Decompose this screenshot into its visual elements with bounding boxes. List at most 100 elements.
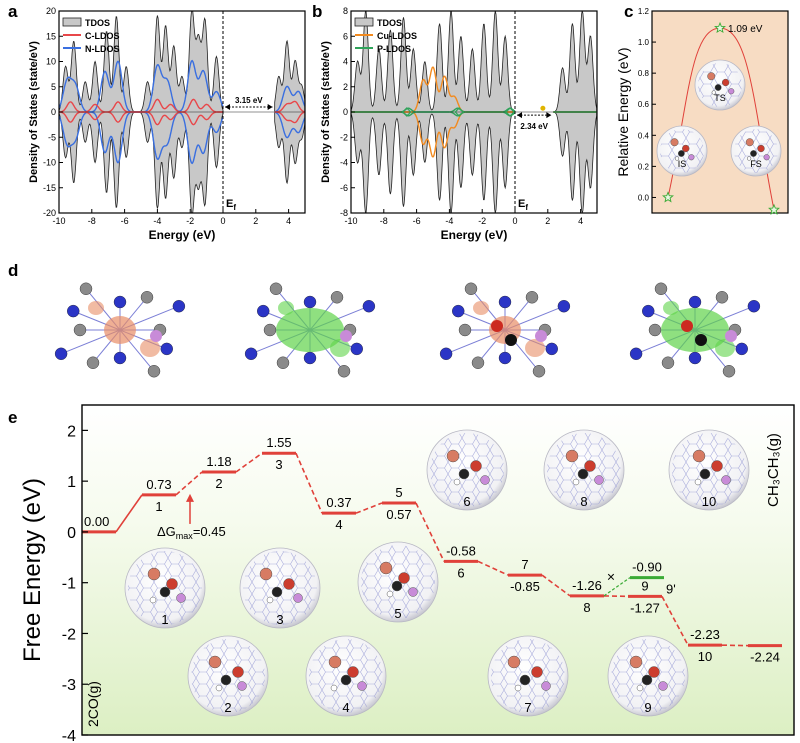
- atom: [350, 342, 363, 356]
- energy-value-4: 0.37: [326, 495, 351, 510]
- density-lobe: [104, 316, 136, 344]
- atom-3: [658, 681, 668, 691]
- state-star-FS: [768, 203, 780, 215]
- atom: [688, 295, 702, 309]
- panel-label-e: e: [8, 408, 17, 427]
- energy-value-9: -1.27: [630, 600, 660, 615]
- charge-density-panel-d: [54, 282, 761, 378]
- y-tick-label: 2: [67, 423, 76, 440]
- density-lobe: [278, 301, 294, 315]
- state-label-IS: IS: [678, 159, 687, 169]
- gap-label: 2.34 eV: [520, 122, 548, 131]
- fermi-level-label: Ef: [226, 198, 236, 212]
- atom-3: [541, 681, 551, 691]
- x-tick-label: 0: [220, 216, 225, 226]
- x-tick-label: -4: [153, 216, 161, 226]
- y-tick-label: -5: [48, 132, 56, 142]
- atom: [722, 365, 736, 378]
- atom-p: [725, 330, 737, 342]
- energy-connector-5: [415, 502, 445, 562]
- intermediate-structure-10: [668, 429, 750, 511]
- atom-2: [641, 674, 653, 686]
- atom: [654, 282, 668, 295]
- atom: [715, 291, 729, 304]
- atom: [688, 351, 702, 365]
- y-tick-label: 5: [51, 82, 56, 92]
- n-ldos-line-up-1: [274, 85, 305, 113]
- atom: [140, 291, 154, 304]
- atom-3: [728, 88, 735, 95]
- atom-3: [763, 154, 770, 161]
- y-tick-label: 1: [67, 474, 76, 491]
- end-label: CH₃CH₃(g): [765, 433, 782, 507]
- atom-3: [176, 593, 186, 603]
- density-lobe: [525, 339, 545, 357]
- p-ldos-marker-yellow: [540, 105, 546, 111]
- legend-swatch-tdos: [62, 17, 82, 27]
- atom: [337, 365, 351, 378]
- atom: [362, 300, 376, 313]
- atom: [172, 300, 186, 313]
- atom-2: [519, 674, 531, 686]
- atom: [661, 356, 675, 369]
- energy-value-1: 0.73: [146, 477, 171, 492]
- atom-0: [707, 72, 716, 81]
- x-tick-label: -10: [344, 216, 357, 226]
- x-axis-label: Energy (eV): [441, 228, 508, 242]
- y-tick-label: 0: [51, 107, 56, 117]
- atom: [113, 295, 127, 309]
- atom-4: [266, 596, 274, 604]
- x-tick-label: -4: [445, 216, 453, 226]
- energy-step-8: 8: [583, 600, 590, 615]
- atom-0: [692, 449, 706, 463]
- intermediate-label-1: 1: [161, 612, 168, 627]
- reaction-barrier-panel-c: 0.0 0.2 0.4 0.6 0.8 1.0 1.2 Relative Energy (eV…: [615, 7, 789, 215]
- energy-connector-2: [235, 452, 263, 473]
- y-tick-label: -1: [62, 576, 76, 593]
- x-tick-label: 4: [286, 216, 291, 226]
- energy-connector-4: [355, 502, 383, 514]
- y-tick-label: 0.2: [638, 162, 650, 171]
- panel-label-d: d: [8, 261, 18, 280]
- panel-label-a: a: [8, 2, 18, 21]
- atom-3: [357, 681, 367, 691]
- atom-0: [670, 138, 679, 147]
- state-structure-FS: [730, 125, 782, 177]
- plot-area: [351, 11, 597, 213]
- atom-1: [584, 460, 596, 472]
- atom-4: [694, 478, 702, 486]
- y-tick-label: -8: [340, 208, 348, 218]
- state-structure-TS: [694, 59, 746, 111]
- atom-2: [577, 468, 589, 480]
- y-tick-label: 8: [343, 6, 348, 16]
- density-lobe: [276, 308, 344, 352]
- atom-2: [750, 150, 757, 157]
- atom: [73, 323, 87, 337]
- density-lobe: [473, 301, 489, 315]
- panel-c-frame: [651, 10, 789, 214]
- c-ldos-line-down-1: [274, 111, 305, 124]
- charge-density-structure-3: [439, 282, 571, 378]
- y-tick-label: 10: [46, 57, 56, 67]
- atom-1: [398, 572, 410, 584]
- atom: [303, 295, 317, 309]
- intermediate-structure-1: [124, 547, 206, 629]
- x-tick-label: 2: [253, 216, 258, 226]
- atom: [303, 351, 317, 365]
- intermediate-label-9: 9: [644, 700, 651, 715]
- density-lobe: [715, 339, 735, 357]
- y-tick-label: -4: [62, 728, 76, 743]
- x-tick-label: 2: [545, 216, 550, 226]
- atom: [276, 356, 290, 369]
- atom-2: [714, 84, 722, 91]
- atom: [464, 282, 478, 295]
- atom-1: [531, 666, 543, 678]
- atom-2: [220, 674, 232, 686]
- intermediate-structure-5: [357, 541, 439, 623]
- atom-1: [721, 78, 730, 87]
- dg-arrowhead: [186, 493, 194, 502]
- atom-4: [215, 684, 223, 692]
- atom-p: [535, 330, 547, 342]
- x-tick-label: -2: [186, 216, 194, 226]
- y-tick-label: -20: [43, 208, 56, 218]
